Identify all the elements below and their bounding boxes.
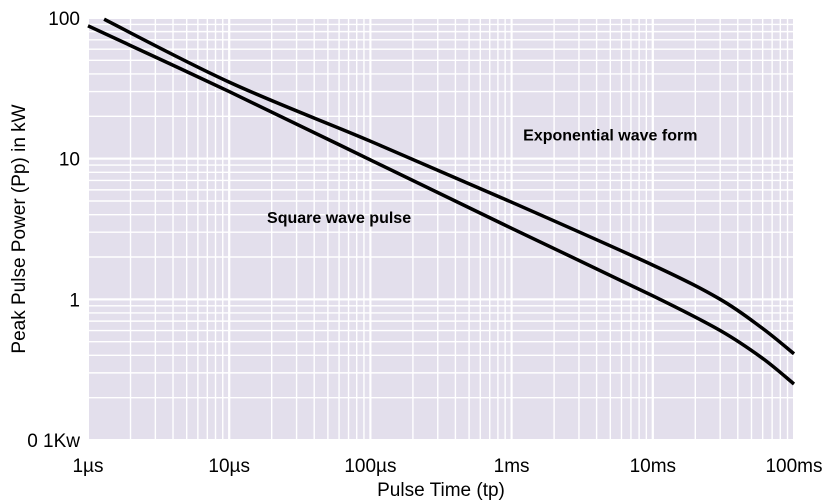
grid (87, 17, 795, 441)
annotations: Exponential wave form Square wave pulse (267, 127, 697, 226)
y-tick-label: 0 1Kw (27, 431, 80, 452)
plot-area (88, 18, 794, 440)
x-tick-label: 100µs (344, 456, 396, 477)
exponential-wave-annotation: Exponential wave form (523, 127, 697, 144)
x-tick-labels: 1µs 10µs 100µs 1ms 10ms 100ms (72, 456, 822, 477)
square-wave-line (87, 24, 796, 386)
y-tick-label: 1 (69, 290, 80, 311)
y-tick-label: 100 (48, 9, 80, 30)
y-tick-label: 10 (59, 150, 80, 171)
x-tick-label: 1ms (494, 456, 530, 477)
series-lines (87, 17, 796, 386)
x-tick-label: 10ms (630, 456, 676, 477)
y-tick-labels: 0 1Kw 1 10 100 (27, 9, 80, 452)
square-wave-annotation: Square wave pulse (267, 210, 411, 227)
x-tick-label: 100ms (765, 456, 822, 477)
x-tick-label: 1µs (72, 456, 103, 477)
x-axis-title: Pulse Time (tp) (377, 480, 505, 501)
exponential-wave-line (103, 17, 796, 356)
x-tick-label: 10µs (208, 456, 250, 477)
y-axis-title: Peak Pulse Power (Pp) in kW (9, 104, 30, 353)
